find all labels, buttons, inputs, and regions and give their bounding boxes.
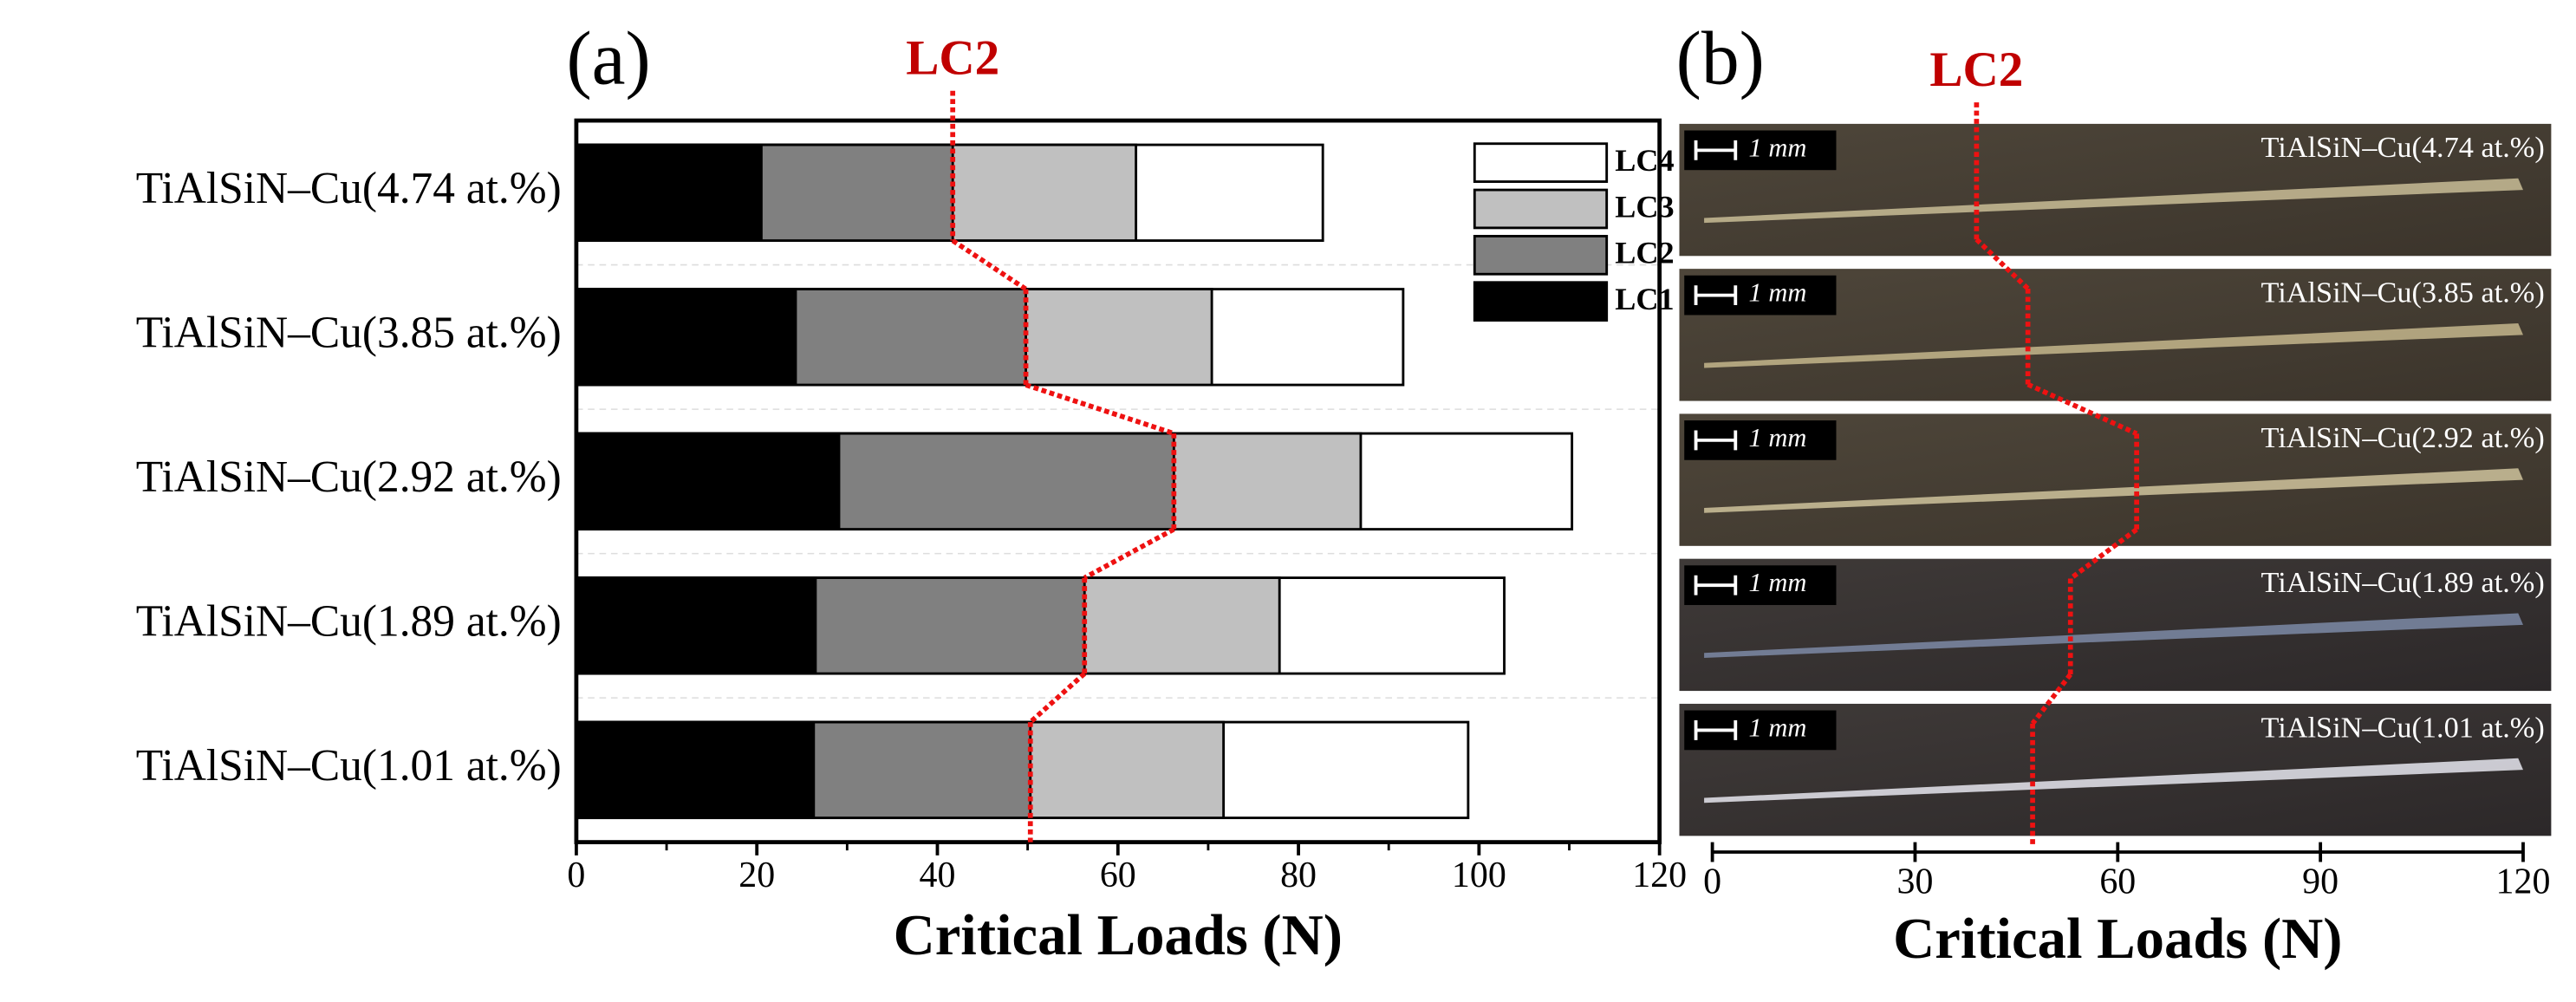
- lc2-line: [2026, 381, 2138, 436]
- bar: [575, 143, 763, 242]
- x-tick-label: 20: [738, 856, 775, 895]
- sample-label: TiAlSiN–Cu(2.92 at.%): [2261, 421, 2544, 454]
- legend-label: LC3: [1615, 189, 1674, 224]
- lc2-line: [1025, 382, 1175, 436]
- sample-label: TiAlSiN–Cu(3.85 at.%): [2261, 277, 2544, 309]
- scale-bar-label: 1 mm: [1749, 568, 1807, 597]
- x-tick-label: 100: [1452, 856, 1506, 895]
- lc2-line: [951, 238, 1028, 291]
- sample-label: TiAlSiN–Cu(1.89 at.%): [2261, 566, 2544, 599]
- legend-label: LC2: [1615, 236, 1674, 270]
- bar: [575, 288, 797, 387]
- legend-label: LC4: [1615, 143, 1674, 178]
- scale-bar: [1694, 430, 1738, 451]
- scale-bar-label: 1 mm: [1749, 278, 1807, 308]
- scale-bar-label: 1 mm: [1749, 133, 1807, 162]
- legend-swatch: [1473, 281, 1609, 322]
- bar: [575, 576, 817, 675]
- lc2-line: [2069, 527, 2138, 581]
- category-label: TiAlSiN–Cu(3.85 at.%): [136, 309, 562, 358]
- legend-swatch: [1473, 188, 1609, 230]
- scale-bar-label: 1 mm: [1749, 712, 1807, 742]
- legend-swatch: [1473, 234, 1609, 276]
- legend-swatch: [1473, 142, 1609, 183]
- scratch-track: [1704, 323, 2523, 368]
- x-tick-label: 90: [2302, 862, 2339, 902]
- scale-bar: [1694, 575, 1738, 595]
- sample-label: TiAlSiN–Cu(1.01 at.%): [2261, 711, 2544, 744]
- x-tick-label: 0: [1703, 862, 1721, 902]
- category-label: TiAlSiN–Cu(1.01 at.%): [136, 741, 562, 791]
- x-tick-label: 80: [1280, 856, 1317, 895]
- x-tick-label: 120: [1632, 856, 1687, 895]
- category-label: TiAlSiN–Cu(1.89 at.%): [136, 597, 562, 647]
- scale-bar: [1694, 719, 1738, 740]
- legend-label: LC1: [1615, 282, 1674, 316]
- annotation: LC2: [906, 31, 999, 86]
- x-tick-label: 30: [1896, 862, 1933, 902]
- x-tick-label: 60: [2099, 862, 2136, 902]
- lc2-line: [1974, 237, 2030, 291]
- bar: [575, 432, 841, 531]
- scratch-track: [1704, 758, 2523, 804]
- scratch-track: [1704, 178, 2523, 224]
- scale-bar: [1694, 140, 1738, 160]
- lc2-line: [2030, 673, 2073, 725]
- scratch-track: [1704, 468, 2523, 513]
- bar: [575, 720, 816, 820]
- x-tick-label: 60: [1100, 856, 1136, 895]
- x-tick-label: 120: [2496, 862, 2551, 902]
- panel-label: (a): [566, 16, 650, 100]
- x-axis-title: Critical Loads (N): [894, 904, 1343, 967]
- x-tick-label: 0: [567, 856, 585, 895]
- scale-bar: [1694, 285, 1738, 306]
- annotation: LC2: [1929, 42, 2023, 97]
- scale-bar-label: 1 mm: [1749, 423, 1807, 452]
- lc2-line: [1083, 527, 1175, 581]
- category-label: TiAlSiN–Cu(4.74 at.%): [136, 164, 562, 213]
- scratch-track: [1704, 613, 2523, 658]
- x-axis-title: Critical Loads (N): [1893, 908, 2342, 971]
- sample-label: TiAlSiN–Cu(4.74 at.%): [2261, 131, 2544, 164]
- category-label: TiAlSiN–Cu(2.92 at.%): [136, 452, 562, 502]
- lc2-line: [1028, 671, 1087, 725]
- x-tick-label: 40: [920, 856, 956, 895]
- panel-label: (b): [1676, 16, 1765, 100]
